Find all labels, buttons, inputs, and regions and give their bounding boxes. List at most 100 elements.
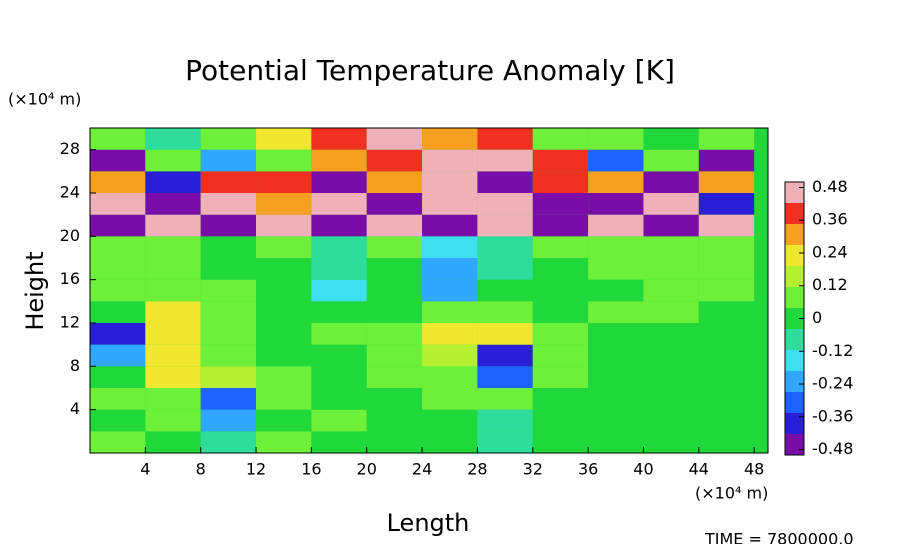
colorbar-segment [785, 182, 804, 203]
heat-cell [588, 301, 644, 323]
heat-cell [145, 258, 201, 280]
heat-cell [311, 214, 367, 237]
heat-cell [422, 431, 478, 453]
heat-cell [366, 301, 423, 323]
heat-cell [477, 388, 533, 410]
heat-cell [90, 323, 146, 345]
heat-cell [256, 431, 312, 453]
heat-cell [588, 214, 644, 237]
heat-cell [698, 301, 755, 323]
heat-cell [256, 301, 312, 323]
heat-cell [422, 258, 478, 280]
heat-cell [200, 301, 257, 323]
heat-cell [532, 431, 589, 453]
colorbar-segment [785, 203, 804, 224]
heat-cell [588, 258, 644, 280]
heat-cell [311, 149, 367, 172]
heat-cell [200, 279, 257, 302]
heat-cell [698, 323, 755, 345]
heat-cell [200, 128, 257, 150]
heat-cell [311, 171, 367, 193]
heat-cell [200, 171, 257, 193]
heat-cell [200, 344, 257, 367]
colorbar-segment [785, 224, 804, 245]
heat-cell [588, 171, 644, 193]
colorbar-tick-label: -0.48 [812, 439, 853, 458]
heat-cell [366, 344, 423, 367]
colorbar-segment [785, 371, 804, 392]
heat-cell [698, 258, 755, 280]
heat-cell [145, 214, 201, 237]
heat-cell [698, 193, 755, 215]
heat-cell [422, 214, 478, 237]
heat-cell [145, 128, 201, 150]
y-tick-label: 8 [70, 356, 80, 375]
heat-cell [422, 193, 478, 215]
heat-cell [698, 214, 755, 237]
colorbar-tick-label: 0.12 [812, 275, 848, 294]
heat-cell [145, 409, 201, 432]
heat-cell [643, 258, 699, 280]
x-tick-label: 44 [689, 460, 709, 479]
y-tick-label: 12 [60, 313, 80, 332]
heat-cell [145, 366, 201, 388]
colorbar-segment [785, 245, 804, 266]
heat-cell [366, 193, 423, 215]
heat-cell [200, 214, 257, 237]
heat-cell [698, 128, 755, 150]
heat-cell [311, 344, 367, 367]
heat-cell [643, 366, 699, 388]
heat-cell [145, 323, 201, 345]
heat-cell [90, 301, 146, 323]
colorbar-tick-label: 0.48 [812, 177, 848, 196]
heat-cell [477, 301, 533, 323]
heat-cell [698, 409, 755, 432]
heat-cell [532, 128, 589, 150]
heat-cell [588, 149, 644, 172]
heat-cell [90, 431, 146, 453]
heat-cell [532, 236, 589, 258]
heat-cell [200, 366, 257, 388]
y-unit: (×10⁴ m) [8, 90, 81, 109]
x-tick-label: 24 [412, 460, 432, 479]
heat-cell [366, 214, 423, 237]
heat-cell [477, 128, 533, 150]
heat-cell [422, 323, 478, 345]
heat-cell [311, 301, 367, 323]
y-tick-label: 4 [70, 399, 80, 418]
colorbar-tick-label: -0.24 [812, 374, 853, 393]
heat-cell [532, 171, 589, 193]
heat-cell [422, 301, 478, 323]
x-tick-label: 20 [357, 460, 377, 479]
colorbar-tick-label: 0.24 [812, 242, 848, 261]
heat-cell [256, 344, 312, 367]
heat-cell [588, 236, 644, 258]
heat-cell [256, 366, 312, 388]
heat-cell [366, 149, 423, 172]
heat-cell [145, 301, 201, 323]
heat-cell [532, 149, 589, 172]
colorbar-tick-label: 0.36 [812, 210, 848, 229]
heat-cell [698, 171, 755, 193]
heat-cell [643, 323, 699, 345]
heat-cell [532, 301, 589, 323]
colorbar-segment [785, 413, 804, 434]
heat-cell [366, 128, 423, 150]
footer-time: TIME = 7800000.0 [704, 530, 854, 544]
heat-cell [311, 193, 367, 215]
colorbar-segment [785, 329, 804, 350]
heat-cell [90, 258, 146, 280]
heat-cell [422, 236, 478, 258]
heat-cell [643, 409, 699, 432]
heat-cell [422, 366, 478, 388]
y-tick-label: 28 [60, 139, 80, 158]
heat-cell [200, 193, 257, 215]
heat-cell [643, 171, 699, 193]
heat-cell [477, 193, 533, 215]
heat-cell [311, 279, 367, 302]
heat-cell [643, 128, 699, 150]
heat-cell [532, 279, 589, 302]
heat-cell [532, 366, 589, 388]
heat-cell [90, 193, 146, 215]
colorbar-tick-label: -0.36 [812, 406, 853, 425]
